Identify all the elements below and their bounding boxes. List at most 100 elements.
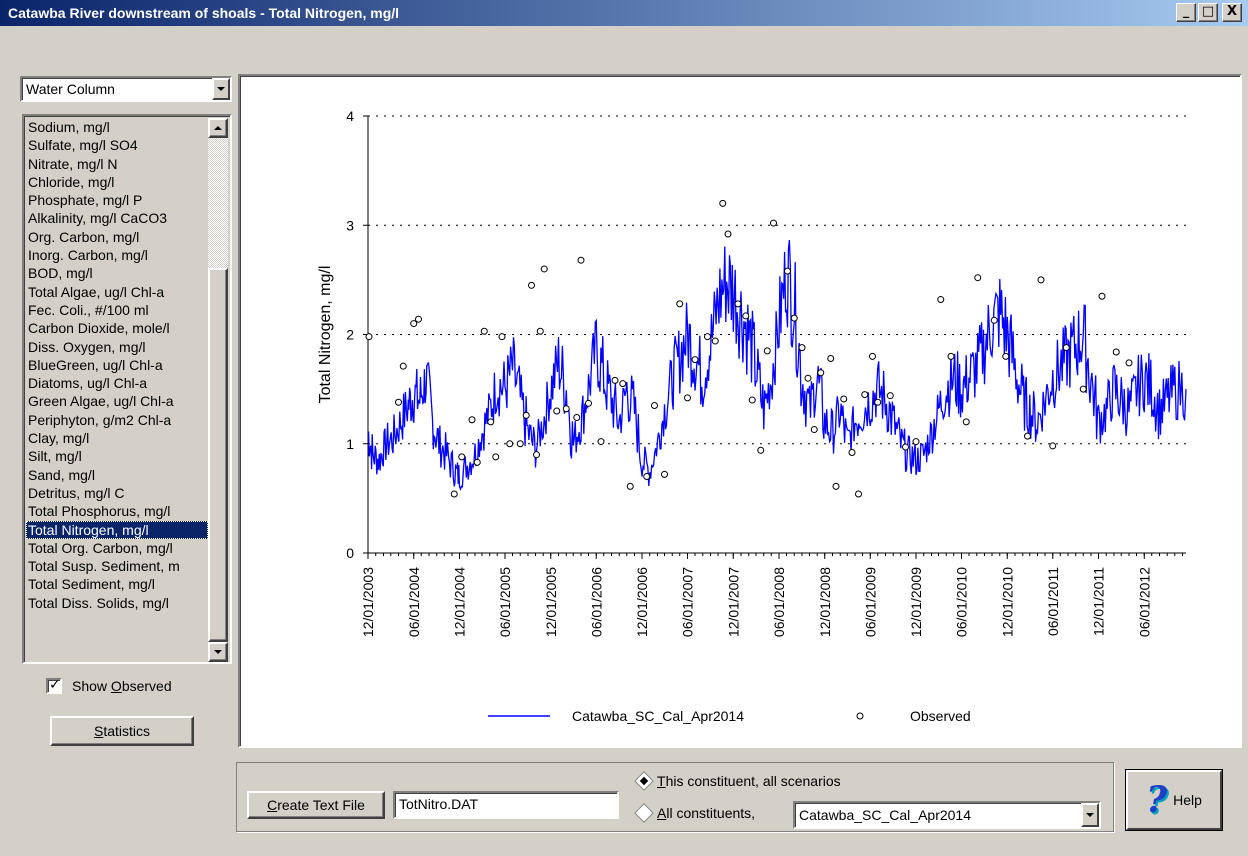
constituent-item[interactable]: Sodium, mg/l — [28, 119, 110, 135]
observed-point — [869, 352, 876, 360]
observed-point — [473, 458, 481, 466]
minimize-button[interactable]: _ — [1176, 3, 1196, 22]
constituent-item[interactable]: Phosphate, mg/l P — [28, 192, 143, 209]
x-tick-label: 06/01/2012 — [1136, 567, 1152, 637]
create-text-file-key: C — [267, 797, 278, 813]
observed-point — [626, 482, 634, 490]
radio-this-constituent[interactable]: This constituent, all scenarios — [634, 771, 841, 791]
observed-point — [912, 438, 920, 446]
constituent-item[interactable]: Total Diss. Solids, mg/l — [28, 594, 169, 611]
observed-point — [458, 453, 466, 461]
observed-point — [724, 230, 732, 238]
constituent-item[interactable]: Diss. Oxygen, mg/l — [28, 338, 146, 355]
constituent-item[interactable]: Total Nitrogen, mg/l — [26, 520, 208, 539]
check-icon: ✓ — [49, 677, 61, 693]
constituent-item[interactable]: Alkalinity, mg/l CaCO3 — [28, 210, 168, 227]
chevron-down-icon[interactable] — [1081, 803, 1099, 827]
constituent-item[interactable]: Org. Carbon, mg/l — [28, 228, 140, 245]
observed-point — [734, 300, 742, 308]
constituent-item[interactable]: BOD, mg/l — [28, 265, 93, 282]
constituent-item[interactable]: Fec. Coli., #/100 ml — [28, 301, 149, 318]
observed-point — [516, 440, 524, 448]
scroll-thumb[interactable] — [208, 268, 228, 642]
constituent-item[interactable]: Green Algae, ug/l Chl-a — [28, 393, 174, 410]
constituent-item[interactable]: Total Phosphorus, mg/l — [28, 503, 171, 520]
window-title: Catawba River downstream of shoals - Tot… — [8, 5, 400, 21]
radio1-label: his constituent, all scenarios — [665, 773, 841, 789]
y-axis-label: Total Nitrogen, mg/l — [317, 266, 334, 404]
show-observed-label-key: O — [110, 678, 122, 694]
help-label: Help — [1173, 792, 1202, 808]
filename-input[interactable]: TotNitro.DAT — [393, 791, 619, 819]
show-observed-label-pre: Show — [72, 678, 111, 694]
list-scrollbar[interactable] — [208, 118, 228, 662]
y-tick-label: 4 — [346, 108, 354, 124]
help-button[interactable]: ? Help — [1125, 769, 1223, 831]
legend-label-simulated: Catawba_SC_Cal_Apr2014 — [572, 708, 744, 724]
simulated-series-line — [367, 240, 1187, 492]
observed-point — [763, 347, 771, 355]
constituent-item[interactable]: Periphyton, g/m2 Chl-a — [28, 411, 172, 428]
legend-label-observed: Observed — [910, 708, 971, 724]
x-tick-label: 12/01/2003 — [360, 567, 376, 637]
scroll-down-button[interactable] — [208, 642, 228, 662]
observed-point — [506, 440, 514, 448]
observed-point — [1112, 348, 1120, 356]
x-tick-label: 12/01/2010 — [999, 567, 1015, 637]
observed-point — [798, 344, 806, 352]
create-text-file-label: reate Text File — [277, 797, 365, 813]
constituent-item[interactable]: Inorg. Carbon, mg/l — [28, 247, 148, 264]
constituent-item[interactable]: Chloride, mg/l — [28, 173, 115, 190]
x-tick-label: 12/01/2011 — [1091, 567, 1107, 636]
close-button[interactable]: X — [1222, 3, 1242, 22]
layer-select[interactable]: Water Column — [20, 76, 232, 102]
show-observed-checkbox[interactable]: ✓ — [46, 677, 62, 694]
observed-point — [817, 369, 825, 377]
constituent-item[interactable]: BlueGreen, ug/l Chl-a — [28, 356, 163, 373]
statistics-button[interactable]: Statistics — [50, 716, 194, 746]
scenario-select[interactable]: Catawba_SC_Cal_Apr2014 — [793, 801, 1101, 829]
constituent-item[interactable]: Silt, mg/l — [28, 448, 82, 465]
observed-point — [562, 405, 570, 413]
observed-point — [748, 396, 756, 404]
radio-all-constituents[interactable]: All constituents, — [634, 803, 755, 823]
observed-point — [974, 274, 982, 282]
observed-point — [522, 411, 530, 419]
title-bar[interactable]: Catawba River downstream of shoals - Tot… — [0, 0, 1248, 26]
statistics-label: tatistics — [103, 723, 151, 739]
observed-point — [540, 265, 548, 273]
maximize-button[interactable]: □ — [1198, 3, 1218, 22]
x-tick-label: 12/01/2008 — [817, 567, 833, 637]
observed-point — [962, 418, 970, 426]
radio-this-constituent-button[interactable] — [634, 771, 654, 791]
observed-point — [855, 490, 862, 498]
observed-point — [643, 473, 651, 481]
constituent-item[interactable]: Sand, mg/l — [28, 466, 95, 483]
constituent-item[interactable]: Total Algae, ug/l Chl-a — [28, 283, 165, 300]
constituent-item[interactable]: Clay, mg/l — [28, 430, 90, 447]
constituent-item[interactable]: Carbon Dioxide, mole/l — [28, 320, 170, 337]
constituent-item[interactable]: Nitrate, mg/l N — [28, 155, 118, 172]
x-tick-label: 12/01/2004 — [452, 567, 468, 637]
constituent-item[interactable]: Detritus, mg/l C — [28, 484, 125, 501]
chevron-down-icon[interactable] — [212, 78, 230, 100]
constituent-item[interactable]: Total Susp. Sediment, m — [28, 558, 180, 575]
scroll-up-button[interactable] — [208, 118, 228, 138]
constituent-item[interactable]: Diatoms, ug/l Chl-a — [28, 375, 148, 392]
y-tick-label: 1 — [346, 436, 354, 452]
export-group: Create Text File TotNitro.DAT This const… — [236, 762, 1114, 832]
observed-point — [365, 333, 373, 341]
observed-point — [902, 443, 909, 451]
observed-point — [611, 376, 619, 384]
constituent-item[interactable]: Total Sediment, mg/l — [28, 576, 155, 593]
constituent-item[interactable]: Sulfate, mg/l SO4 — [28, 137, 138, 154]
constituent-item[interactable]: Total Org. Carbon, mg/l — [28, 539, 173, 556]
constituent-list[interactable]: Sodium, mg/l Sulfate, mg/l SO4 Nitrate, mg… — [22, 114, 232, 664]
create-text-file-button[interactable]: Create Text File — [247, 791, 385, 819]
x-tick-label: 12/01/2005 — [543, 567, 559, 637]
show-observed-toggle[interactable]: ✓ Show Observed — [46, 677, 172, 694]
show-observed-label: Show Observed — [72, 678, 172, 694]
observed-point — [937, 296, 945, 304]
radio-all-constituents-button[interactable] — [634, 803, 654, 823]
x-tick-label: 06/01/2005 — [497, 567, 513, 637]
